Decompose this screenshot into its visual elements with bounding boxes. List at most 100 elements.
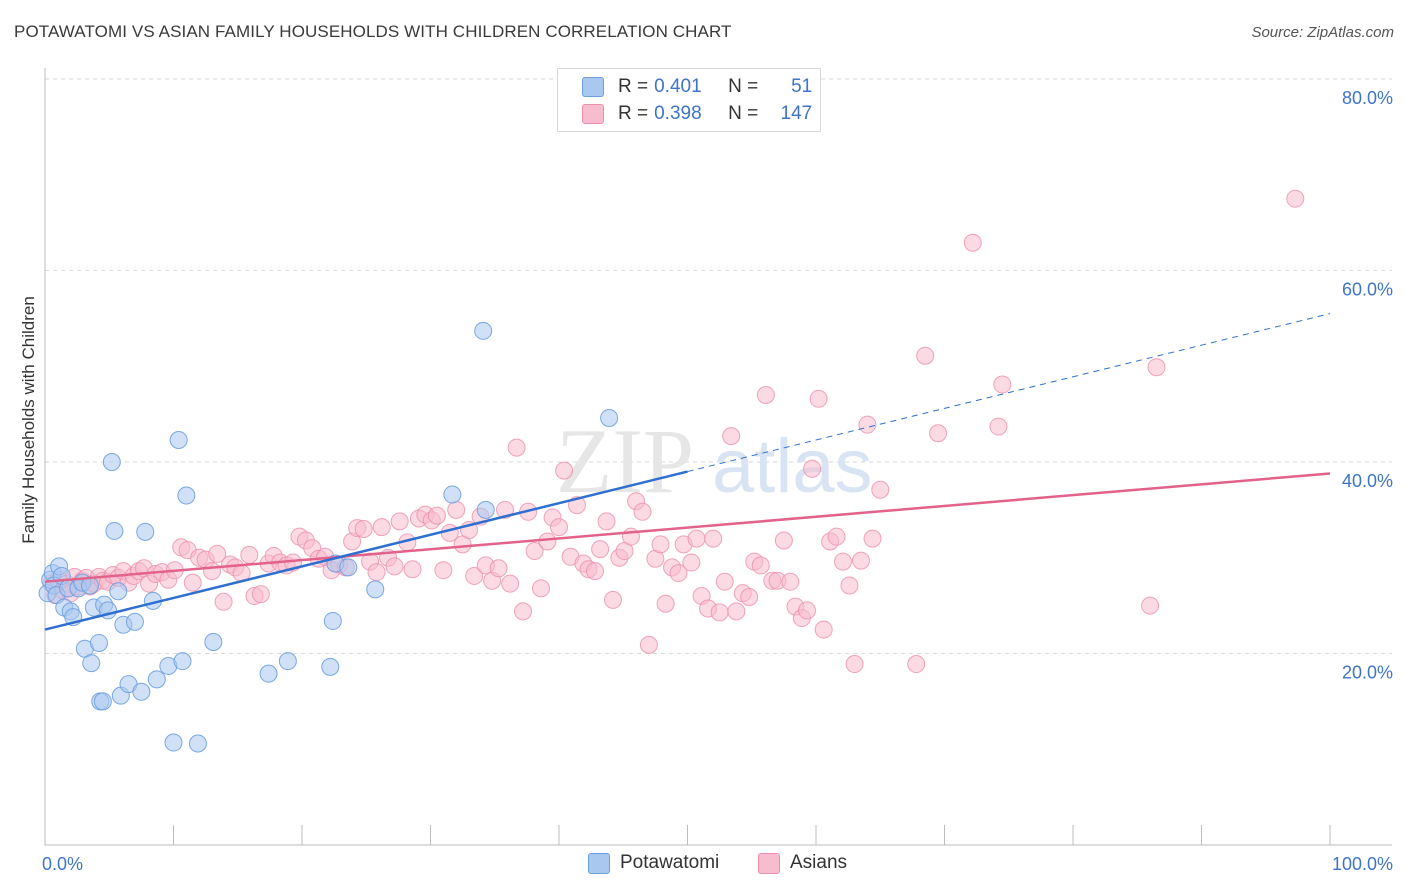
asians-point xyxy=(814,620,833,639)
bottom-legend-swatch-asians xyxy=(758,852,780,874)
potawatomi-point xyxy=(93,692,112,711)
asians-point xyxy=(240,545,259,564)
legend-r-value: 0.398 xyxy=(654,103,702,124)
y-tick-label-80: 80.0% xyxy=(1342,88,1393,108)
asians-point xyxy=(183,573,202,592)
potawatomi-point xyxy=(173,652,192,671)
bottom-legend-potawatomi: Potawatomi xyxy=(588,852,719,874)
x-tick-label-0: 0.0% xyxy=(42,854,83,874)
x-tick-label-100: 100.0% xyxy=(1332,854,1393,874)
bottom-legend-label-asians: Asians xyxy=(790,852,848,873)
asians-point xyxy=(465,566,484,585)
asians-point xyxy=(863,529,882,548)
asians-point xyxy=(907,655,926,674)
potawatomi-point xyxy=(164,733,183,752)
legend-row-potawatomi: R = 0.401 N = 51 xyxy=(558,74,812,100)
asians-point xyxy=(251,585,270,604)
y-tick-label-20: 20.0% xyxy=(1342,663,1393,683)
asians-point xyxy=(385,557,404,576)
asians-point xyxy=(372,518,391,537)
legend-swatch-asians xyxy=(582,104,604,124)
potawatomi-point xyxy=(136,522,155,541)
asians-point xyxy=(390,512,409,531)
asians-point xyxy=(803,459,822,478)
asians-point xyxy=(427,506,446,525)
potawatomi-point xyxy=(109,582,128,601)
potawatomi-trend-line xyxy=(44,470,688,631)
legend-n-value: 51 xyxy=(791,76,813,97)
asians-point xyxy=(845,655,864,674)
asians-point xyxy=(525,542,544,561)
asians-point xyxy=(798,601,817,620)
potawatomi-point xyxy=(321,657,340,676)
asians-trend-line xyxy=(44,472,1331,583)
asians-point xyxy=(434,561,453,580)
asians-point xyxy=(756,385,775,404)
legend-r-label: R = xyxy=(618,103,649,124)
potawatomi-point xyxy=(600,408,619,427)
asians-point xyxy=(751,556,770,575)
asians-point xyxy=(603,590,622,609)
legend-r-value: 0.401 xyxy=(654,76,702,97)
potawatomi-point xyxy=(339,558,358,577)
asians-point xyxy=(651,535,670,554)
potawatomi-point xyxy=(323,611,342,630)
potawatomi-point xyxy=(82,654,101,673)
legend-row-asians: R = 0.398 N = 147 xyxy=(558,101,812,127)
watermark-zip: ZIP xyxy=(556,410,694,512)
potawatomi-point xyxy=(443,485,462,504)
trend-lines xyxy=(44,313,1331,631)
asians-point xyxy=(851,551,870,570)
chart-title: POTAWATOMI VS ASIAN FAMILY HOUSEHOLDS WI… xyxy=(14,22,732,41)
potawatomi-point xyxy=(169,430,188,449)
asians-point xyxy=(687,529,706,548)
axis-layer xyxy=(44,68,1392,846)
y-axis-label-wrap: Family Households with Children xyxy=(16,120,40,720)
potawatomi-point xyxy=(105,521,124,540)
asians-point xyxy=(597,512,616,531)
potawatomi-point xyxy=(102,453,121,471)
asians-point xyxy=(1147,358,1166,377)
asians-point xyxy=(858,415,877,434)
asians-point xyxy=(532,579,551,598)
potawatomi-point xyxy=(188,734,207,753)
asians-point xyxy=(489,559,508,578)
bottom-legend-asians: Asians xyxy=(758,852,847,874)
asians-point xyxy=(591,540,610,559)
asians-point xyxy=(501,574,520,593)
asians-point xyxy=(704,529,723,548)
asians-point xyxy=(633,502,652,521)
potawatomi-points xyxy=(38,321,619,753)
asians-point xyxy=(555,461,574,480)
legend-n-label: N = xyxy=(728,76,759,97)
asians-point xyxy=(682,553,701,572)
potawatomi-point xyxy=(132,682,151,701)
potawatomi-point xyxy=(125,612,144,631)
potawatomi-point xyxy=(204,633,223,652)
asians-point xyxy=(781,572,800,591)
asians-point xyxy=(989,417,1008,436)
potawatomi-point xyxy=(476,500,495,519)
asians-point xyxy=(656,594,675,613)
asians-point xyxy=(916,346,935,365)
asians-point xyxy=(1141,596,1160,615)
legend-n-value: 147 xyxy=(780,103,813,124)
legend-swatch-potawatomi xyxy=(582,77,604,97)
tick-labels: 20.0% 40.0% 60.0% 80.0% 0.0% 100.0% xyxy=(42,88,1393,874)
asians-point xyxy=(963,233,982,252)
asians-point xyxy=(774,531,793,550)
potawatomi-point xyxy=(147,670,166,689)
potawatomi-point xyxy=(259,664,278,683)
asians-point xyxy=(722,427,741,446)
potawatomi-point xyxy=(474,321,493,340)
potawatomi-point xyxy=(177,486,196,505)
asians-point xyxy=(585,562,604,581)
asians-point xyxy=(639,635,658,654)
asians-point xyxy=(993,375,1012,394)
grid-layer xyxy=(45,78,1392,654)
asians-point xyxy=(833,552,852,571)
asians-point xyxy=(809,389,828,408)
asians-point xyxy=(929,424,948,443)
asians-point xyxy=(447,500,466,519)
